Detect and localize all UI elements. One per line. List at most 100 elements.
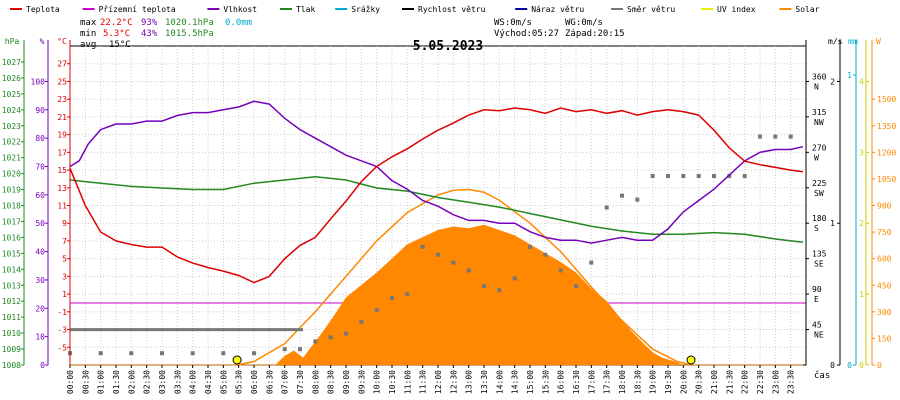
x-tick-label: 11:30 [419,370,428,394]
sunrise-marker [232,355,242,365]
percent-axis-tick-label: 30 [35,276,45,285]
x-tick-label: 22:30 [756,370,765,394]
wind-direction-point [528,244,532,249]
x-tick-label: 15:00 [526,370,535,394]
hpa-axis-tick-label: 1022 [2,138,21,147]
x-tick-label: 05:30 [235,370,244,394]
stats-max-temp: 22.2°C [100,18,133,28]
wind-direction-point [773,134,778,139]
direction-compass-label: NW [814,118,824,127]
x-tick-label: 10:00 [373,370,382,394]
axes: 00:00 00:30 01:00 01:30 02:00 02:30 03:00 03:30… [2,37,897,394]
humidity-line [69,100,804,244]
x-tick-label: 12:30 [449,370,458,394]
hpa-axis-tick-label: 1015 [2,249,21,258]
wind-direction-point [436,252,440,257]
temp-axis-tick-label: 9 [62,219,67,228]
temperature-line [69,107,804,284]
x-tick-label: 21:00 [710,370,719,394]
direction-deg-label: 90 [812,285,822,294]
wind-direction-point [405,292,410,297]
wm-tick-label: 1350 [877,122,896,131]
percent-axis-tick-label: 40 [35,248,45,257]
line-series [68,100,804,365]
wm-tick-label: 750 [877,228,892,237]
wind-direction-point [328,335,333,340]
ms-tick-label: 2 [830,77,835,86]
stats-min-label: min [80,29,96,39]
uv-tick-label: 4 [859,77,864,86]
x-tick-label: 03:30 [173,370,182,394]
wm-tick-label: 450 [877,281,892,290]
wind-direction-point [451,260,456,265]
hpa-axis-tick-label: 1025 [2,90,21,99]
temp-axis-tick-label: -5 [57,343,67,352]
wind-direction-point [344,331,348,336]
x-tick-label: 14:30 [511,370,520,394]
direction-compass-label: E [814,295,819,304]
stats-max-label: max [80,18,97,28]
direction-compass-label: NE [814,331,824,340]
x-tick-label: 19:00 [649,370,658,394]
legend: Teplota Přízemní teplota Vlhkost Tlak Srážky… [10,5,820,14]
hpa-axis-tick-label: 1019 [2,186,21,195]
wind-direction-point [98,351,103,356]
wm-axis-label: W [876,37,881,46]
percent-axis-tick-label: 50 [35,219,45,228]
stats-max-press: 1020.1hPa [165,18,214,28]
wind-direction-point [635,197,640,202]
hpa-axis-tick-label: 1009 [2,345,21,354]
percent-axis-tick-label: 70 [35,163,45,172]
x-tick-label: 17:30 [603,370,612,394]
ms-tick-label: 0 [830,361,835,370]
percent-axis-tick-label: 100 [31,77,46,86]
hpa-axis-tick-label: 1020 [2,170,21,179]
x-tick-label: 13:30 [480,370,489,394]
percent-axis-tick-label: 60 [35,191,45,200]
stats-min-press: 1015.5hPa [165,29,214,39]
hpa-axis-tick-label: 1016 [2,233,21,242]
x-tick-label: 04:30 [204,370,213,394]
stats-avg-temp: 15°C [109,40,131,50]
temp-axis-tick-label: 17 [57,148,67,157]
temp-axis-tick-label: 5 [62,255,67,264]
x-tick-label: 16:30 [572,370,581,394]
temp-axis-tick-label: 21 [57,113,67,122]
x-tick-label: 23:30 [787,370,796,394]
hpa-axis-tick-label: 1026 [2,74,21,83]
x-tick-label: 05:00 [219,370,228,394]
hpa-axis-tick-label: 1027 [2,58,21,67]
wind-direction-point [390,296,394,300]
hpa-axis-tick-label: 1013 [2,281,21,290]
wind-direction-point [190,351,195,356]
sunset-marker [686,355,696,365]
x-tick-label: 07:30 [296,370,305,394]
wind-direction-point [482,284,486,289]
solar-theoretical-line [236,188,692,366]
legend-item: UV index [717,5,756,14]
hpa-axis-tick-label: 1010 [2,329,21,338]
temp-axis-tick-label: 3 [62,272,67,281]
wind-direction-point [712,174,716,178]
x-tick-label: 01:30 [112,370,121,394]
direction-deg-label: 135 [812,250,827,259]
wm-tick-label: 1050 [877,175,896,184]
wind-direction-point [282,347,287,352]
wm-tick-label: 1500 [877,95,896,104]
uv-tick-label: 1 [859,290,864,299]
wind-direction-point [221,351,226,356]
hpa-axis-tick-label: 1017 [2,217,21,226]
x-tick-label: 04:00 [189,370,198,394]
legend-item: Vlhkost [223,5,257,14]
ms-axis-label: m/s [828,37,843,46]
x-tick-label: 03:00 [158,370,167,394]
legend-item: Přízemní teplota [99,5,176,14]
legend-item: Náraz větru [531,5,584,14]
x-tick-label: 16:00 [557,370,566,394]
wm-tick-label: 900 [877,202,892,211]
temp-axis-tick-label: 27 [57,60,67,69]
percent-axis-label: % [40,37,45,46]
stats-max-rain: 0.0mm [225,18,252,28]
